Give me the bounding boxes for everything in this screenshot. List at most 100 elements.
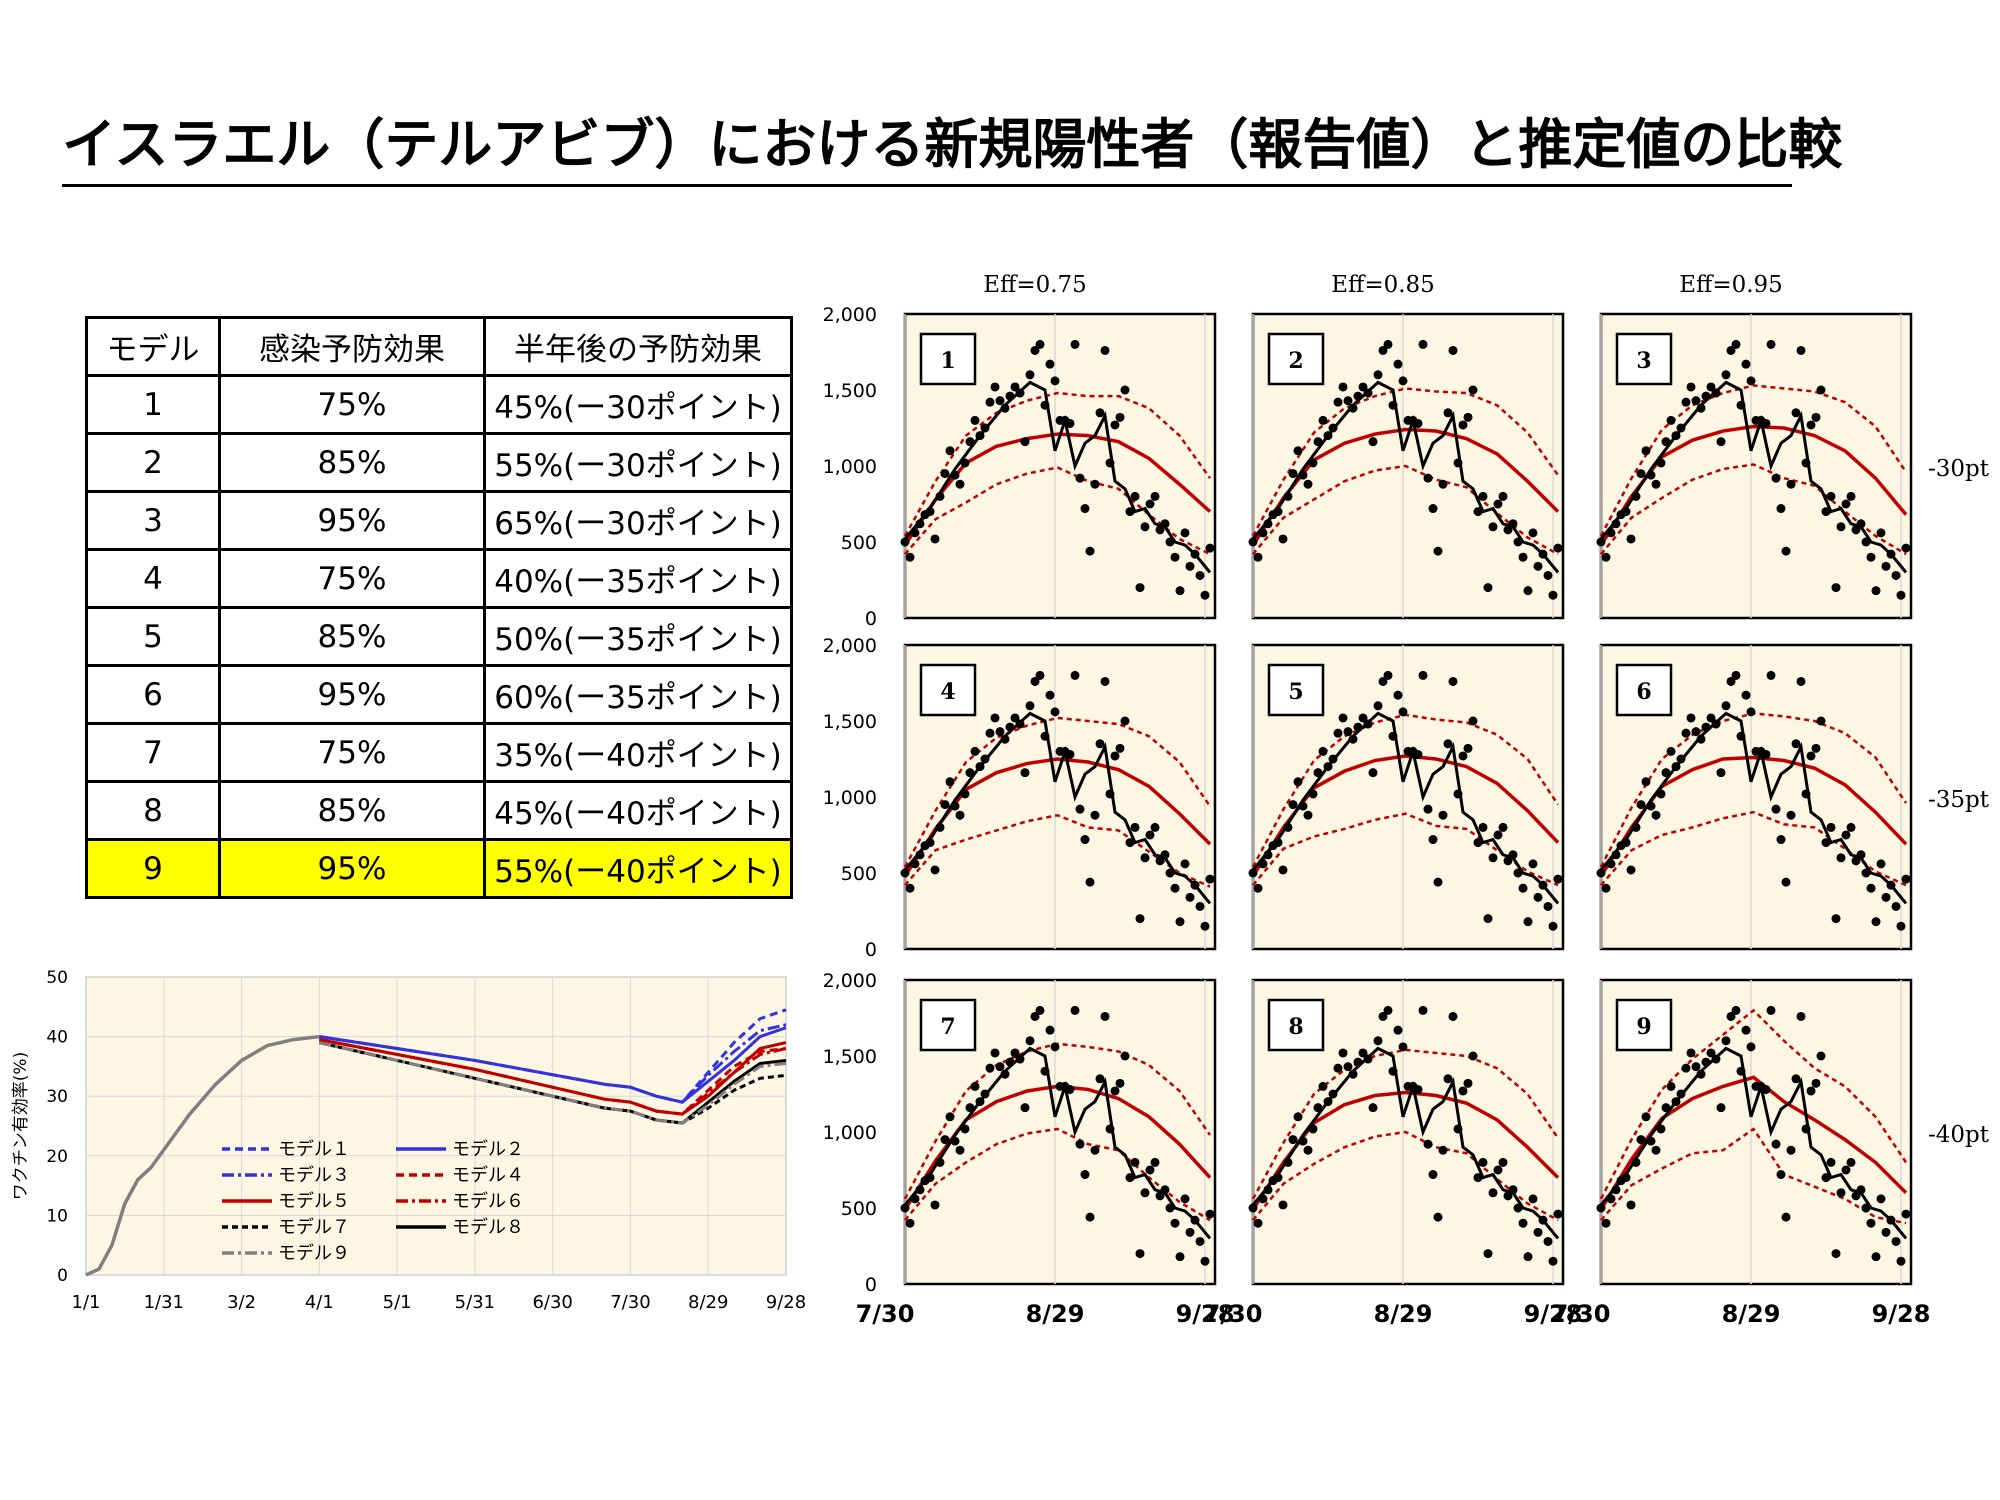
reported-point — [1548, 590, 1558, 600]
reported-point — [1378, 1011, 1388, 1021]
table-cell: 8 — [85, 780, 221, 841]
reported-point — [1020, 768, 1030, 778]
y-tick-label: 0 — [865, 608, 877, 630]
upper-bound-line — [1599, 1008, 1908, 1200]
reported-point — [915, 850, 925, 860]
reported-point — [1333, 1063, 1343, 1073]
reported-point — [1493, 499, 1503, 509]
y-tick-label: 1,000 — [823, 456, 877, 478]
reported-point — [1661, 437, 1671, 447]
reported-point — [1771, 1139, 1781, 1149]
reported-point — [1716, 437, 1726, 447]
reported-point — [1095, 1074, 1105, 1084]
y-tick-label: 50 — [46, 968, 68, 988]
y-tick-label: 0 — [57, 1266, 68, 1286]
reported-point — [1393, 359, 1403, 369]
reported-point — [1866, 1218, 1876, 1228]
reported-point — [975, 1097, 985, 1107]
reported-point — [1433, 877, 1443, 887]
upper-bound-line — [1251, 1048, 1560, 1200]
reported-point — [975, 431, 985, 441]
reported-point — [1686, 1048, 1696, 1058]
reported-point — [1468, 716, 1478, 726]
reported-point — [1105, 1124, 1115, 1134]
reported-point — [965, 437, 975, 447]
reported-point — [1896, 590, 1906, 600]
reported-point — [1433, 546, 1443, 556]
reported-point — [1288, 469, 1298, 479]
reported-point — [1025, 1036, 1035, 1046]
reported-point — [1298, 801, 1308, 811]
x-tick-label: 7/30 — [610, 1292, 650, 1313]
reported-point — [1070, 339, 1080, 349]
panel-3: 3 — [1596, 312, 1913, 620]
reported-point — [1528, 528, 1538, 538]
reported-point — [1611, 519, 1621, 529]
upper-bound-line — [903, 716, 1212, 868]
lower-bound-line — [904, 1127, 1211, 1222]
reported-point — [1701, 391, 1711, 401]
reported-point — [1035, 670, 1045, 680]
reported-point — [1508, 519, 1518, 529]
x-tick-label: 7/30 — [856, 1300, 915, 1328]
reported-point — [1283, 822, 1293, 832]
reported-point — [1661, 768, 1671, 778]
y-tick-label: 0 — [865, 1274, 877, 1296]
reported-point — [1846, 491, 1856, 501]
reported-point — [1135, 1249, 1145, 1259]
panel-4: 0 500 1,000 1,500 2,000 4 — [823, 635, 1217, 961]
reported-point — [1721, 370, 1731, 380]
row-label: -35pt — [1928, 787, 1990, 813]
x-tick-label: 1/31 — [144, 1292, 184, 1313]
reported-point — [1871, 917, 1881, 927]
x-tick-label: 7/30 — [1204, 1300, 1263, 1328]
reported-point — [1706, 713, 1716, 723]
reported-point — [1503, 1191, 1513, 1201]
reported-point — [1901, 1209, 1911, 1219]
panel-label: 4 — [940, 679, 955, 705]
reported-point — [1651, 810, 1661, 820]
reported-point — [1716, 768, 1726, 778]
reported-point — [1160, 850, 1170, 860]
reported-point — [1851, 856, 1861, 866]
reported-point — [1313, 1103, 1323, 1113]
reported-point — [1423, 804, 1433, 814]
reported-point — [1538, 1215, 1548, 1225]
reported-point — [1418, 339, 1428, 349]
row-label: -40pt — [1928, 1122, 1990, 1148]
reported-point — [1348, 734, 1358, 744]
reported-point — [1846, 1157, 1856, 1167]
table-cell: 9 — [85, 838, 221, 899]
reported-point — [1711, 1054, 1721, 1064]
reported-point — [1641, 446, 1651, 456]
reported-point — [1513, 1203, 1523, 1213]
table-cell: 35%(ー40ポイント) — [483, 722, 793, 783]
y-axis-label: ワクチン有効率(%) — [11, 1052, 31, 1200]
reported-point — [1035, 339, 1045, 349]
reported-point — [1488, 1188, 1498, 1198]
reported-point — [1293, 446, 1303, 456]
model-table: モデル 感染予防効果 半年後の予防効果 1 75% 45%(ー30ポイント) 2 85%… — [85, 316, 793, 899]
reported-point — [1821, 838, 1831, 848]
reported-point — [990, 713, 1000, 723]
reported-point — [1611, 850, 1621, 860]
reported-point — [1871, 586, 1881, 596]
reported-point — [1333, 397, 1343, 407]
reported-point — [1856, 519, 1866, 529]
efficacy-series-line — [319, 1038, 787, 1116]
reported-point — [1786, 479, 1796, 489]
reported-point — [1383, 1005, 1393, 1015]
reported-point — [1323, 1097, 1333, 1107]
reported-point — [1861, 537, 1871, 547]
reported-point — [1200, 1256, 1210, 1266]
table-cell: 3 — [85, 490, 221, 551]
reported-point — [1140, 1188, 1150, 1198]
reported-point — [1801, 789, 1811, 799]
reported-point — [1293, 1112, 1303, 1122]
reported-point — [970, 746, 980, 756]
reported-point — [1711, 719, 1721, 729]
reported-point — [1811, 743, 1821, 753]
reported-point — [1258, 1194, 1268, 1204]
reported-point — [1185, 892, 1195, 902]
reported-point — [1656, 789, 1666, 799]
